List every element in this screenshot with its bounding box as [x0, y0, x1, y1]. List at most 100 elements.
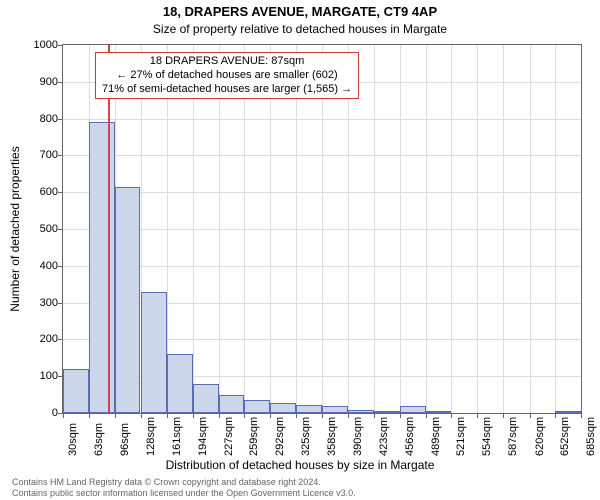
x-tick-mark	[374, 414, 375, 418]
x-tick-label: 325sqm	[300, 417, 312, 456]
x-tick-mark	[167, 414, 168, 418]
y-tick-mark	[58, 119, 62, 120]
annotation-line: ← 27% of detached houses are smaller (60…	[102, 69, 352, 83]
y-tick-mark	[58, 339, 62, 340]
x-tick-label: 489sqm	[430, 417, 442, 456]
histogram-bar	[115, 187, 140, 413]
x-tick-mark	[89, 414, 90, 418]
histogram-bar	[141, 292, 167, 413]
x-tick-label: 423sqm	[378, 417, 390, 456]
y-tick-mark	[58, 413, 62, 414]
annotation-box: 18 DRAPERS AVENUE: 87sqm← 27% of detache…	[95, 52, 359, 99]
x-tick-label: 227sqm	[223, 417, 235, 456]
y-tick-label: 100	[8, 370, 58, 382]
x-tick-mark	[115, 414, 116, 418]
gridline-v	[374, 45, 375, 413]
y-tick-mark	[58, 45, 62, 46]
gridline-v	[322, 45, 323, 413]
x-tick-label: 194sqm	[197, 417, 209, 456]
x-tick-mark	[141, 414, 142, 418]
x-tick-label: 259sqm	[248, 417, 260, 456]
x-tick-mark	[426, 414, 427, 418]
annotation-line: 18 DRAPERS AVENUE: 87sqm	[102, 55, 352, 69]
histogram-bar	[167, 354, 193, 413]
y-tick-label: 600	[8, 186, 58, 198]
y-tick-mark	[58, 303, 62, 304]
gridline-v	[530, 45, 531, 413]
x-tick-label: 161sqm	[171, 417, 183, 456]
histogram-bar	[322, 406, 347, 413]
y-tick-label: 200	[8, 333, 58, 345]
gridline-v	[400, 45, 401, 413]
y-tick-mark	[58, 82, 62, 83]
x-tick-mark	[348, 414, 349, 418]
gridline-v	[219, 45, 220, 413]
footer-line-1: Contains HM Land Registry data © Crown c…	[12, 477, 321, 487]
histogram-bar	[426, 411, 451, 413]
x-tick-label: 30sqm	[67, 423, 79, 456]
x-tick-mark	[244, 414, 245, 418]
histogram-bar	[296, 405, 322, 413]
x-tick-label: 292sqm	[274, 417, 286, 456]
marker-line	[108, 45, 110, 413]
x-tick-label: 587sqm	[507, 417, 519, 456]
histogram-bar	[63, 369, 89, 413]
y-tick-label: 0	[8, 407, 58, 419]
plot-area	[62, 44, 582, 414]
y-tick-label: 800	[8, 113, 58, 125]
x-tick-mark	[219, 414, 220, 418]
y-tick-mark	[58, 155, 62, 156]
x-tick-mark	[477, 414, 478, 418]
y-tick-label: 500	[8, 223, 58, 235]
annotation-line: 71% of semi-detached houses are larger (…	[102, 83, 352, 97]
x-tick-mark	[63, 414, 64, 418]
x-tick-label: 63sqm	[93, 423, 105, 456]
x-tick-mark	[270, 414, 271, 418]
x-tick-label: 390sqm	[352, 417, 364, 456]
y-tick-label: 900	[8, 76, 58, 88]
histogram-bar	[374, 411, 400, 413]
y-tick-mark	[58, 376, 62, 377]
x-tick-mark	[451, 414, 452, 418]
histogram-bar	[270, 403, 296, 413]
gridline-v	[270, 45, 271, 413]
y-tick-label: 1000	[8, 39, 58, 51]
chart-container: 18, DRAPERS AVENUE, MARGATE, CT9 4AP Siz…	[0, 0, 600, 500]
y-tick-label: 400	[8, 260, 58, 272]
x-tick-label: 358sqm	[326, 417, 338, 456]
y-tick-mark	[58, 192, 62, 193]
x-tick-mark	[503, 414, 504, 418]
x-tick-mark	[530, 414, 531, 418]
gridline-v	[193, 45, 194, 413]
x-tick-label: 685sqm	[585, 417, 597, 456]
x-tick-mark	[193, 414, 194, 418]
y-tick-mark	[58, 266, 62, 267]
x-tick-label: 521sqm	[455, 417, 467, 456]
x-tick-mark	[581, 414, 582, 418]
gridline-v	[426, 45, 427, 413]
x-tick-label: 554sqm	[481, 417, 493, 456]
x-tick-mark	[400, 414, 401, 418]
gridline-v	[348, 45, 349, 413]
gridline-v	[555, 45, 556, 413]
gridline-v	[451, 45, 452, 413]
histogram-bar	[89, 122, 115, 413]
footer-text: Contains HM Land Registry data © Crown c…	[12, 477, 356, 498]
gridline-v	[244, 45, 245, 413]
x-tick-label: 128sqm	[145, 417, 157, 456]
y-tick-label: 700	[8, 149, 58, 161]
chart-subtitle: Size of property relative to detached ho…	[0, 22, 600, 36]
x-tick-mark	[322, 414, 323, 418]
y-tick-label: 300	[8, 297, 58, 309]
x-tick-label: 652sqm	[559, 417, 571, 456]
x-tick-mark	[555, 414, 556, 418]
histogram-bar	[193, 384, 219, 413]
y-tick-mark	[58, 229, 62, 230]
x-tick-label: 96sqm	[119, 423, 131, 456]
histogram-bar	[348, 410, 374, 413]
footer-line-2: Contains public sector information licen…	[12, 488, 356, 498]
gridline-v	[296, 45, 297, 413]
histogram-bar	[219, 395, 244, 413]
histogram-bar	[244, 400, 270, 413]
gridline-v	[503, 45, 504, 413]
